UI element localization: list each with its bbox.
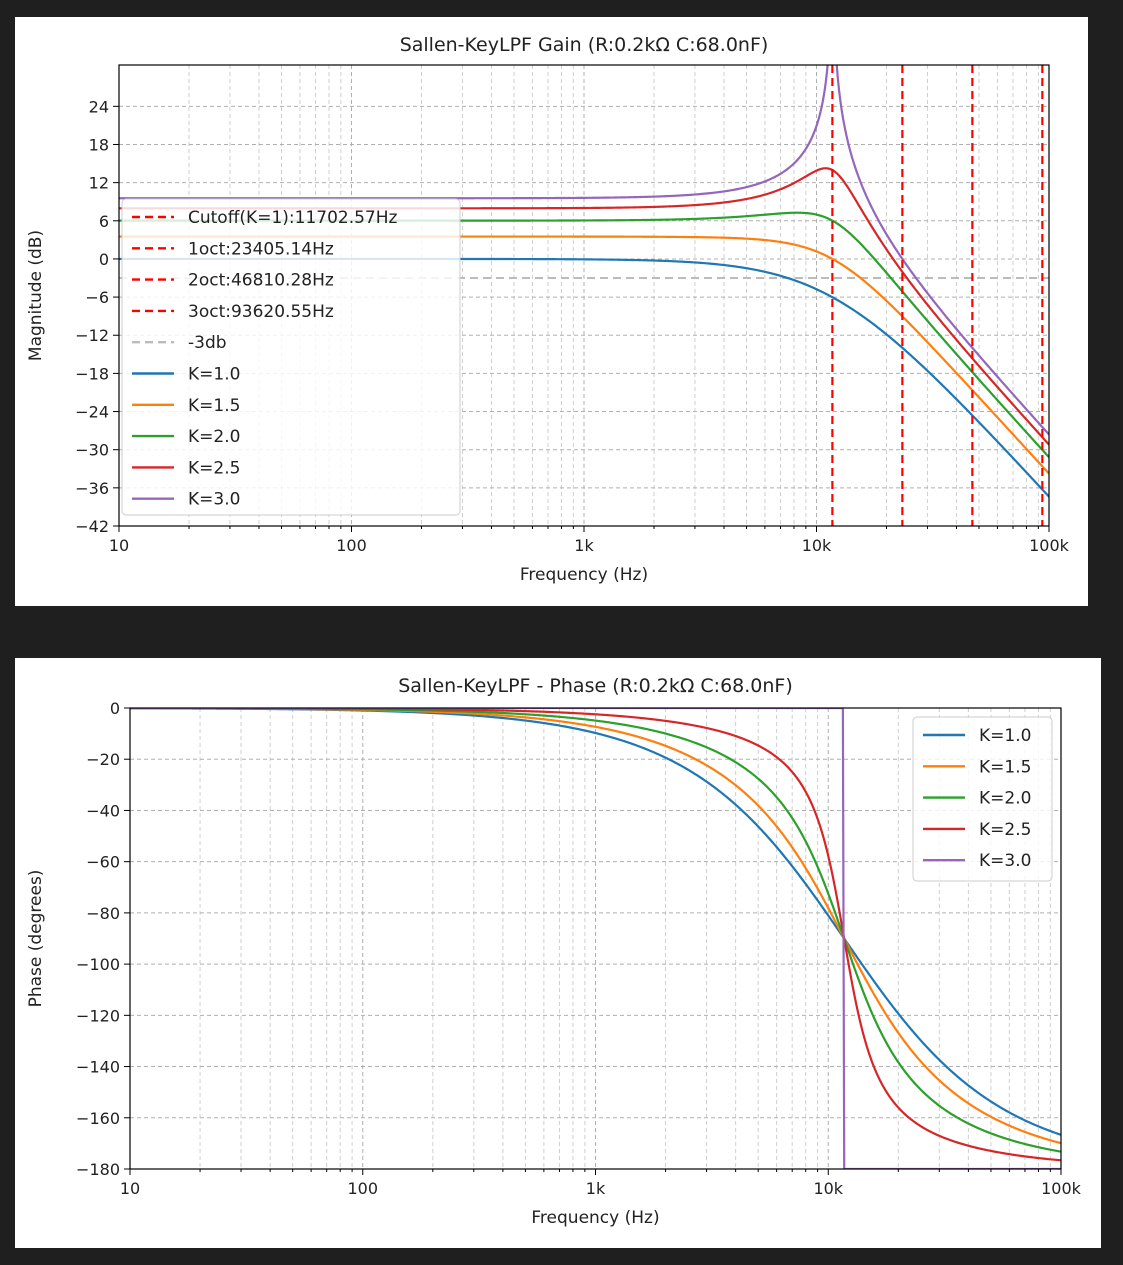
x-tick-label: 100 xyxy=(347,1179,378,1198)
gain-chart: Sallen-KeyLPF Gain (R:0.2kΩ C:68.0nF)10 1… xyxy=(26,34,1070,585)
x-tick-label: 100k xyxy=(1029,536,1070,555)
legend-label: -3db xyxy=(188,333,227,353)
legend-label: K=1.0 xyxy=(979,726,1031,746)
legend-box xyxy=(121,198,461,516)
x-axis: 10 100 1k 10k 100k Frequency (Hz) xyxy=(109,526,1070,585)
x-axis: 10 100 1k 10k 100k Frequency (Hz) xyxy=(120,1169,1082,1228)
y-tick-label: −80 xyxy=(86,904,120,923)
chart-title: Sallen-KeyLPF - Phase (R:0.2kΩ C:68.0nF) xyxy=(398,675,793,697)
y-tick-label: 24 xyxy=(89,97,109,116)
series-line-K-3-0 xyxy=(119,65,1049,436)
y-tick-label: 12 xyxy=(89,174,109,193)
legend-label: K=2.5 xyxy=(188,458,240,478)
legend: K=1.0 K=1.5 K=2.0 K=2.5 K=3.0 xyxy=(912,716,1053,882)
y-tick-label: −20 xyxy=(86,750,120,769)
legend-label: K=2.0 xyxy=(188,427,240,447)
phase-chart: Sallen-KeyLPF - Phase (R:0.2kΩ C:68.0nF)… xyxy=(26,675,1082,1228)
legend-label: K=1.5 xyxy=(979,757,1031,777)
y-tick-label: −180 xyxy=(76,1160,120,1179)
legend-label: Cutoff(K=1):11702.57Hz xyxy=(188,208,398,228)
chart-title: Sallen-KeyLPF Gain (R:0.2kΩ C:68.0nF) xyxy=(400,34,769,56)
legend-label: 2oct:46810.28Hz xyxy=(188,271,334,291)
y-axis-label: Magnitude (dB) xyxy=(26,230,46,361)
legend-label: K=2.0 xyxy=(979,789,1031,809)
legend-label: 1oct:23405.14Hz xyxy=(188,239,334,259)
y-tick-label: 18 xyxy=(89,135,109,154)
y-tick-label: 0 xyxy=(99,250,109,269)
legend-label: K=3.0 xyxy=(188,490,240,510)
x-tick-label: 1k xyxy=(586,1179,606,1198)
y-tick-label: −24 xyxy=(75,403,109,422)
legend-label: K=2.5 xyxy=(979,820,1031,840)
y-tick-label: −40 xyxy=(86,801,120,820)
y-tick-label: 0 xyxy=(110,699,120,718)
y-tick-label: −120 xyxy=(76,1006,120,1025)
y-tick-label: −100 xyxy=(76,955,120,974)
x-axis-label: Frequency (Hz) xyxy=(531,1208,659,1228)
y-axis: −42 −36 −30 −24 −18 −12 −6 0 6 12 18 24 Magnitude (d… xyxy=(26,97,119,536)
legend-box xyxy=(912,716,1053,882)
x-tick-label: 10k xyxy=(813,1179,843,1198)
y-axis-label: Phase (degrees) xyxy=(26,870,46,1008)
legend-label: 3oct:93620.55Hz xyxy=(188,302,334,322)
legend: Cutoff(K=1):11702.57Hz 1oct:23405.14Hz 2oc… xyxy=(121,198,461,516)
y-tick-label: −160 xyxy=(76,1109,120,1128)
y-tick-label: −140 xyxy=(76,1058,120,1077)
x-tick-label: 10 xyxy=(109,536,129,555)
y-tick-label: −36 xyxy=(75,479,109,498)
legend-label: K=3.0 xyxy=(979,851,1031,871)
y-tick-label: −18 xyxy=(75,364,109,383)
y-tick-label: −12 xyxy=(75,326,109,345)
y-tick-label: −6 xyxy=(85,288,109,307)
x-axis-label: Frequency (Hz) xyxy=(520,565,648,585)
y-tick-label: −60 xyxy=(86,853,120,872)
x-tick-label: 100k xyxy=(1041,1179,1082,1198)
x-tick-label: 10 xyxy=(120,1179,140,1198)
gain-chart-panel: Sallen-KeyLPF Gain (R:0.2kΩ C:68.0nF) 10 1… xyxy=(15,17,1088,606)
legend-label: K=1.5 xyxy=(188,396,240,416)
x-tick-label: 100 xyxy=(336,536,367,555)
legend-label: K=1.0 xyxy=(188,365,240,385)
x-tick-label: 10k xyxy=(802,536,832,555)
y-tick-label: −30 xyxy=(75,441,109,460)
x-tick-label: 1k xyxy=(574,536,594,555)
y-tick-label: −42 xyxy=(75,517,109,536)
y-tick-label: 6 xyxy=(99,212,109,231)
y-axis: −180 −160 −140 −120 −100 −80 −60 −40 −20 0 Phase (… xyxy=(26,699,130,1179)
phase-chart-panel: Sallen-KeyLPF - Phase (R:0.2kΩ C:68.0nF)… xyxy=(15,658,1101,1248)
